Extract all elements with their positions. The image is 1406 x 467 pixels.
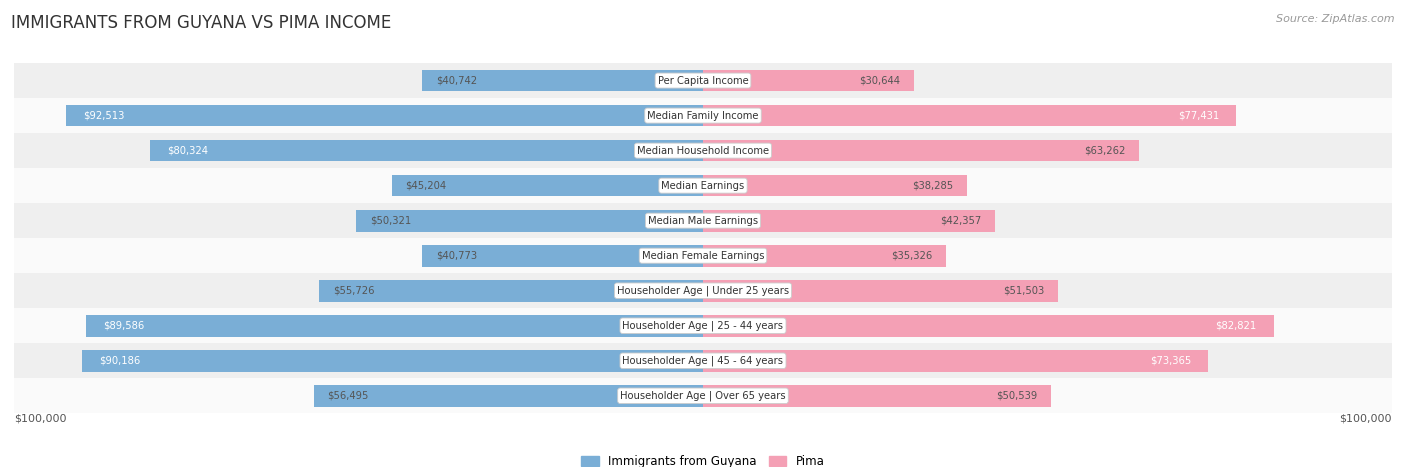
Bar — [14, 273, 1392, 308]
Text: $82,821: $82,821 — [1215, 321, 1257, 331]
Bar — [422, 70, 703, 92]
Text: Median Female Earnings: Median Female Earnings — [641, 251, 765, 261]
Text: $92,513: $92,513 — [83, 111, 124, 120]
Bar — [314, 385, 703, 407]
Bar — [703, 105, 1236, 127]
Bar — [14, 133, 1392, 168]
Bar — [703, 175, 967, 197]
Text: $50,321: $50,321 — [370, 216, 412, 226]
Text: Householder Age | Under 25 years: Householder Age | Under 25 years — [617, 285, 789, 296]
Bar — [82, 350, 703, 372]
Text: $55,726: $55,726 — [333, 286, 374, 296]
Bar — [422, 245, 703, 267]
Text: $73,365: $73,365 — [1150, 356, 1191, 366]
Bar — [703, 280, 1057, 302]
Bar — [392, 175, 703, 197]
Text: Householder Age | 25 - 44 years: Householder Age | 25 - 44 years — [623, 320, 783, 331]
Text: $80,324: $80,324 — [167, 146, 208, 156]
Bar — [14, 203, 1392, 238]
Text: $35,326: $35,326 — [891, 251, 932, 261]
Legend: Immigrants from Guyana, Pima: Immigrants from Guyana, Pima — [576, 450, 830, 467]
Bar — [703, 70, 914, 92]
Text: Median Male Earnings: Median Male Earnings — [648, 216, 758, 226]
Bar — [14, 63, 1392, 98]
Text: $56,495: $56,495 — [328, 391, 368, 401]
Text: $38,285: $38,285 — [912, 181, 953, 191]
Text: Median Household Income: Median Household Income — [637, 146, 769, 156]
Text: $40,773: $40,773 — [436, 251, 477, 261]
Bar — [703, 315, 1274, 337]
Bar — [66, 105, 703, 127]
Bar — [86, 315, 703, 337]
Bar — [14, 343, 1392, 378]
Bar — [356, 210, 703, 232]
Text: Median Earnings: Median Earnings — [661, 181, 745, 191]
Text: $100,000: $100,000 — [1340, 414, 1392, 424]
Bar — [703, 350, 1208, 372]
Text: $30,644: $30,644 — [859, 76, 900, 85]
Bar — [319, 280, 703, 302]
Text: $45,204: $45,204 — [405, 181, 447, 191]
Text: $51,503: $51,503 — [1002, 286, 1045, 296]
Text: $40,742: $40,742 — [436, 76, 477, 85]
Text: Source: ZipAtlas.com: Source: ZipAtlas.com — [1277, 14, 1395, 24]
Text: $42,357: $42,357 — [939, 216, 981, 226]
Text: Householder Age | Over 65 years: Householder Age | Over 65 years — [620, 390, 786, 401]
Bar — [149, 140, 703, 162]
Bar — [14, 378, 1392, 413]
Text: $89,586: $89,586 — [103, 321, 145, 331]
Text: Median Family Income: Median Family Income — [647, 111, 759, 120]
Text: $77,431: $77,431 — [1178, 111, 1219, 120]
Bar — [14, 308, 1392, 343]
Text: $90,186: $90,186 — [98, 356, 141, 366]
Bar — [14, 98, 1392, 133]
Text: $63,262: $63,262 — [1084, 146, 1125, 156]
Bar — [703, 210, 995, 232]
Text: $50,539: $50,539 — [997, 391, 1038, 401]
Bar — [14, 168, 1392, 203]
Text: IMMIGRANTS FROM GUYANA VS PIMA INCOME: IMMIGRANTS FROM GUYANA VS PIMA INCOME — [11, 14, 391, 32]
Bar — [703, 385, 1052, 407]
Text: $100,000: $100,000 — [14, 414, 66, 424]
Text: Householder Age | 45 - 64 years: Householder Age | 45 - 64 years — [623, 355, 783, 366]
Bar — [703, 245, 946, 267]
Text: Per Capita Income: Per Capita Income — [658, 76, 748, 85]
Bar — [703, 140, 1139, 162]
Bar — [14, 238, 1392, 273]
